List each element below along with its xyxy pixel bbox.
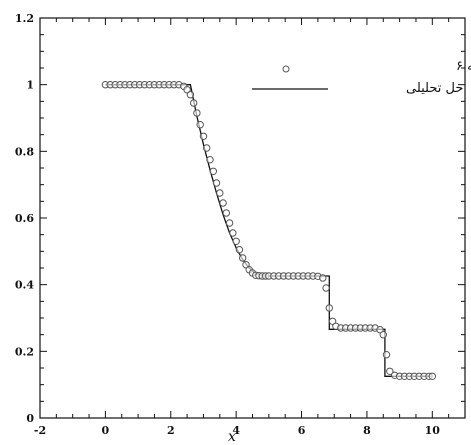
legend-marker-eno bbox=[282, 65, 290, 73]
eno-point bbox=[328, 317, 337, 325]
x-tick-labels: -2 0 2 4 6 8 10 bbox=[34, 424, 440, 437]
eno-point bbox=[379, 331, 387, 339]
eno-point bbox=[190, 99, 198, 107]
eno-point bbox=[186, 91, 195, 99]
x-tick-label: 10 bbox=[425, 424, 441, 437]
eno-point bbox=[376, 326, 384, 334]
axis-ticks bbox=[39, 17, 466, 419]
y-tick-labels: 0 0.2 0.4 0.6 0.8 1 1.2 bbox=[15, 12, 34, 425]
legend: روش ENO مرتبه ۶ حل تحلیلی bbox=[252, 59, 471, 96]
eno-point bbox=[239, 254, 247, 262]
eno-point bbox=[428, 372, 436, 380]
eno-point bbox=[225, 219, 234, 227]
y-tick-label: 1.2 bbox=[15, 12, 34, 25]
y-tick-label: 0.8 bbox=[15, 145, 34, 158]
eno-point bbox=[216, 189, 224, 197]
y-tick-label: 0.6 bbox=[15, 212, 34, 225]
eno-point bbox=[203, 144, 211, 152]
x-tick-label: 0 bbox=[102, 424, 110, 437]
x-axis-label: x bbox=[228, 429, 236, 445]
eno-point bbox=[212, 179, 221, 187]
eno-point bbox=[193, 109, 201, 117]
y-tick-label: 0 bbox=[26, 412, 34, 425]
plot-frame bbox=[39, 17, 466, 419]
eno-point bbox=[325, 304, 333, 312]
eno-point bbox=[382, 351, 391, 359]
eno-point bbox=[235, 246, 244, 254]
eno-point bbox=[196, 121, 204, 129]
eno-point bbox=[199, 132, 208, 141]
eno-point bbox=[209, 167, 218, 176]
legend-label-eno: روش ENO مرتبه ۶ bbox=[456, 59, 471, 74]
y-tick-label: 0.4 bbox=[15, 279, 34, 292]
eno-point bbox=[222, 209, 231, 217]
eno-point bbox=[386, 367, 394, 375]
x-tick-label: 8 bbox=[363, 424, 371, 437]
x-tick-label: 4 bbox=[232, 424, 240, 437]
x-tick-label: -2 bbox=[34, 424, 46, 437]
eno-point bbox=[322, 284, 330, 292]
eno-point bbox=[232, 237, 240, 246]
y-tick-label: 0.2 bbox=[15, 345, 34, 358]
y-tick-label: 1 bbox=[26, 79, 34, 92]
eno-series bbox=[101, 81, 436, 380]
eno-point bbox=[206, 156, 214, 164]
eno-point bbox=[229, 229, 237, 237]
x-tick-label: 6 bbox=[298, 424, 306, 437]
eno-point bbox=[319, 274, 327, 282]
legend-label-analytic: حل تحلیلی bbox=[406, 81, 463, 96]
x-tick-label: 2 bbox=[167, 424, 175, 437]
eno-point bbox=[219, 199, 227, 207]
eno-point bbox=[183, 86, 191, 94]
